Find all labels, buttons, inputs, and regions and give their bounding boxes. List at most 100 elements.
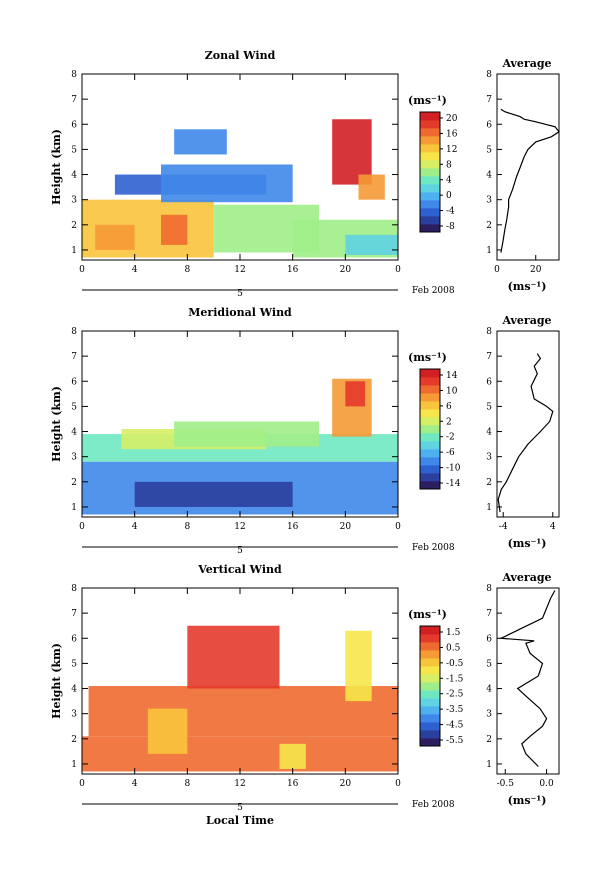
x-tick-label: 0 — [395, 522, 401, 532]
colorbar-swatch — [420, 690, 440, 699]
y-tick-label: 8 — [71, 327, 77, 337]
colorbar-swatch — [420, 417, 440, 426]
colorbar-tick-label: -4.5 — [446, 721, 464, 731]
colorbar-tick-label: 0.5 — [446, 643, 461, 653]
colorbar-tick-label: -14 — [446, 479, 461, 489]
x-tick-label: 12 — [234, 779, 245, 789]
y-tick-label: 2 — [71, 221, 77, 231]
y-tick-label: 7 — [71, 609, 77, 619]
avg-line — [500, 108, 560, 253]
avg-y-tick-label: 3 — [486, 710, 492, 720]
y-tick-label: 4 — [71, 685, 77, 695]
colorbar-swatch — [420, 208, 440, 217]
colorbar-swatch — [420, 224, 440, 233]
avg-x-tick-label: -4 — [499, 522, 508, 532]
avg-x-tick-label: 0.0 — [539, 779, 554, 789]
field-region — [174, 129, 227, 155]
y-tick-label: 4 — [71, 428, 77, 438]
avg-y-tick-label: 2 — [486, 735, 492, 745]
x-tick-label: 12 — [234, 522, 245, 532]
x-tick-label: 16 — [287, 265, 299, 275]
field-region — [174, 421, 319, 447]
day-label: 5 — [237, 546, 243, 556]
y-tick-label: 8 — [71, 584, 77, 594]
colorbar-swatch — [420, 216, 440, 225]
field-region — [95, 224, 135, 250]
heatmap-field — [82, 625, 398, 772]
day-label: 5 — [237, 803, 243, 813]
avg-y-tick-label: 4 — [486, 428, 492, 438]
y-axis-label: Height (km) — [50, 129, 63, 205]
field-region — [358, 174, 385, 200]
avg-y-tick-label: 6 — [486, 634, 492, 644]
y-tick-label: 6 — [71, 120, 77, 130]
colorbar-swatch — [420, 192, 440, 201]
panel-title: Zonal Wind — [205, 49, 276, 62]
colorbar: 20 16 12 8 4 0 -4 -8 — [419, 111, 458, 233]
avg-y-tick-label: 4 — [486, 685, 492, 695]
x-tick-label: 20 — [340, 779, 352, 789]
avg-frame — [496, 587, 560, 775]
y-tick-label: 1 — [71, 503, 77, 513]
colorbar-tick-label: -10 — [446, 464, 461, 474]
y-tick-label: 6 — [71, 634, 77, 644]
avg-y-tick-label: 1 — [486, 246, 492, 256]
date-label: Feb 2008 — [412, 286, 455, 296]
avg-y-tick-label: 5 — [486, 659, 492, 669]
x-tick-label: 4 — [132, 265, 138, 275]
y-tick-label: 5 — [71, 659, 77, 669]
colorbar-tick-label: 10 — [446, 386, 458, 396]
field-region — [161, 164, 293, 203]
day-label: 5 — [237, 289, 243, 299]
field-region — [345, 381, 366, 407]
colorbar-tick-label: -5.5 — [446, 736, 464, 746]
panel-title: Vertical Wind — [197, 563, 282, 576]
avg-y-tick-label: 1 — [486, 760, 492, 770]
colorbar-swatch — [420, 401, 440, 410]
avg-y-tick-label: 2 — [486, 221, 492, 231]
colorbar-swatch — [420, 457, 440, 466]
y-tick-label: 8 — [71, 70, 77, 80]
avg-y-tick-label: 5 — [486, 402, 492, 412]
colorbar-swatch — [420, 650, 440, 659]
y-axis-label: Height (km) — [50, 386, 63, 462]
field-region — [332, 119, 372, 185]
units-label: (ms⁻¹) — [408, 351, 447, 364]
field-region — [161, 214, 188, 245]
x-tick-label: 20 — [340, 522, 352, 532]
colorbar-swatch — [420, 481, 440, 490]
colorbar-tick-label: 14 — [446, 371, 458, 381]
x-tick-label: 4 — [132, 779, 138, 789]
colorbar: 1.5 0.5 -0.5 -1.5 -2.5 -3.5 -4.5 -5.5 — [419, 625, 464, 747]
avg-x-tick-label: 4 — [550, 522, 556, 532]
colorbar-tick-label: 20 — [446, 114, 458, 124]
colorbar-swatch — [420, 433, 440, 442]
avg-y-tick-label: 3 — [486, 196, 492, 206]
colorbar-swatch — [420, 168, 440, 177]
x-tick-label: 12 — [234, 265, 245, 275]
colorbar-swatch — [420, 425, 440, 434]
colorbar-swatch — [420, 698, 440, 707]
colorbar-tick-label: 0 — [446, 191, 452, 201]
colorbar-swatch — [420, 465, 440, 474]
colorbar-swatch — [420, 152, 440, 161]
y-tick-label: 7 — [71, 352, 77, 362]
x-tick-label: 16 — [287, 522, 299, 532]
colorbar-swatch — [420, 441, 440, 450]
avg-profile: 1 2 3 4 5 6 7 8 -0.5 0.0 — [486, 584, 556, 789]
avg-y-tick-label: 2 — [486, 478, 492, 488]
colorbar-swatch — [420, 449, 440, 458]
colorbar-tick-label: 4 — [446, 176, 452, 186]
colorbar-tick-label: 12 — [446, 145, 457, 155]
colorbar-tick-label: -2.5 — [446, 690, 464, 700]
colorbar-swatch — [420, 112, 440, 121]
units-label: (ms⁻¹) — [408, 608, 447, 621]
heatmap-field — [82, 378, 398, 515]
x-tick-label: 0 — [79, 779, 85, 789]
y-tick-label: 2 — [71, 735, 77, 745]
colorbar-tick-label: -8 — [446, 222, 455, 232]
colorbar-frame — [419, 368, 441, 490]
avg-y-tick-label: 6 — [486, 120, 492, 130]
